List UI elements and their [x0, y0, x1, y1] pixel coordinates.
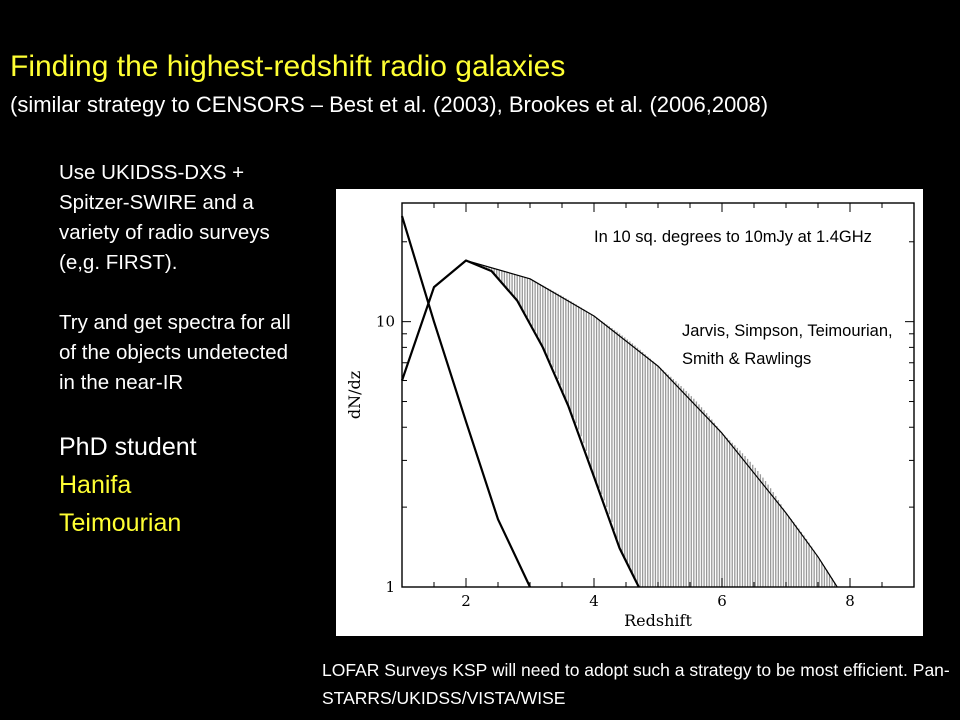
series-0-line: [400, 215, 531, 588]
y-tick-label: 10: [376, 313, 395, 331]
x-tick-label: 6: [717, 592, 727, 610]
chart-panel: 2 4 6 8 1 10 Redshift dN/dz In 10 sq. degrees t…: [336, 189, 923, 636]
x-axis-label: Redshift: [624, 611, 692, 630]
slide-title: Finding the highest-redshift radio galax…: [10, 50, 566, 83]
authors-annotation: Jarvis, Simpson, Teimourian, Smith & Raw…: [682, 322, 893, 368]
bottom-note: LOFAR Surveys KSP will need to adopt suc…: [322, 660, 950, 708]
phd-last-name: Teimourian: [59, 509, 182, 537]
phd-first-name: Hanifa: [59, 471, 132, 499]
left-text-column: Use UKIDSS-DXS + Spitzer-SWIRE and a var…: [59, 158, 309, 542]
y-axis-label: dN/dz: [345, 371, 364, 419]
phd-label: PhD student: [59, 433, 197, 461]
phd-student-block: PhD student Hanifa Teimourian: [59, 428, 309, 542]
redshift-distribution-chart: 2 4 6 8 1 10 Redshift dN/dz: [345, 202, 915, 630]
x-tick-label: 8: [845, 592, 855, 610]
strategy-paragraph: Use UKIDSS-DXS + Spitzer-SWIRE and a var…: [59, 161, 270, 274]
y-tick-label: 1: [385, 578, 395, 596]
series-1-line: [400, 259, 640, 588]
x-tick-label: 2: [461, 592, 471, 610]
series-2-line: [465, 259, 838, 588]
spectra-paragraph: Try and get spectra for all of the objec…: [59, 311, 291, 394]
slide-subtitle: (similar strategy to CENSORS – Best et a…: [10, 92, 769, 117]
survey-annotation: In 10 sq. degrees to 10mJy at 1.4GHz: [594, 228, 872, 246]
x-tick-label: 4: [589, 592, 599, 610]
